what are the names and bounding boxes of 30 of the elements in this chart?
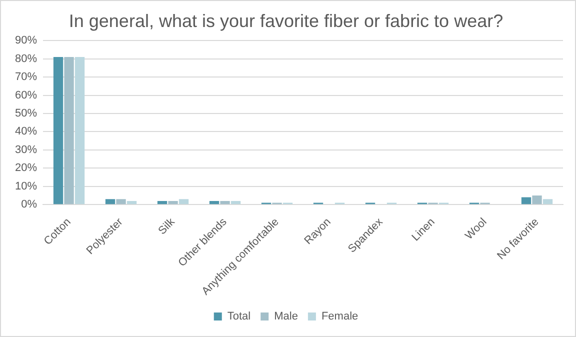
x-tick-label: Silk	[156, 216, 178, 238]
legend-label: Total	[227, 310, 251, 323]
y-tick-label: 90%	[14, 34, 38, 47]
bar	[521, 197, 532, 204]
bar	[116, 199, 126, 204]
bar	[157, 200, 168, 204]
bar	[53, 57, 64, 204]
y-tick-label: 70%	[14, 71, 38, 84]
y-tick-label: 20%	[14, 162, 38, 174]
chart-title: In general, what is your favorite fiber or fabric to wear?	[68, 10, 504, 31]
bar	[178, 199, 189, 204]
y-tick-label: 50%	[14, 108, 38, 120]
bar	[542, 199, 553, 204]
y-tick-label: 80%	[14, 52, 38, 65]
bar	[532, 195, 542, 204]
bar	[74, 57, 85, 204]
y-tick-label: 30%	[14, 144, 38, 156]
bar	[105, 199, 116, 204]
y-tick-label: 10%	[14, 180, 38, 192]
bar	[230, 200, 241, 204]
bar	[168, 200, 178, 204]
y-tick-label: 60%	[14, 89, 38, 102]
y-tick-label: 0%	[21, 198, 38, 211]
bar	[126, 200, 137, 204]
y-tick-label: 40%	[14, 126, 38, 138]
bar	[64, 57, 74, 204]
bar	[220, 200, 230, 204]
legend-label: Male	[274, 310, 298, 323]
bar	[209, 200, 220, 204]
legend-label: Female	[321, 310, 358, 323]
